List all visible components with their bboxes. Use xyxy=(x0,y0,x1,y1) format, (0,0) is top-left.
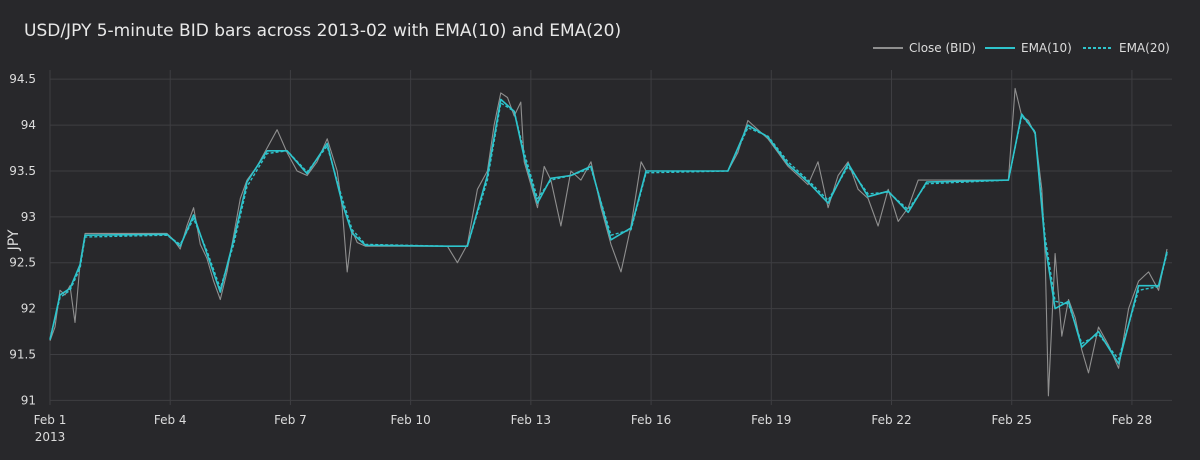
y-tick-label: 91 xyxy=(21,393,36,407)
x-axis-ticks: Feb 1 2013 Feb 4 Feb 7 Feb 10 Feb 13 Feb 16 Feb… xyxy=(34,413,1152,444)
y-axis-title: JPY xyxy=(6,229,22,251)
legend-label: Close (BID) xyxy=(909,41,976,55)
x-tick-label: Feb 1 xyxy=(34,413,67,427)
x-tick-label: Feb 4 xyxy=(154,413,187,427)
y-tick-label: 92 xyxy=(21,302,36,316)
x-tick-label: Feb 28 xyxy=(1112,413,1152,427)
y-tick-label: 93.5 xyxy=(9,164,36,178)
y-tick-label: 92.5 xyxy=(9,256,36,270)
x-tick-label: Feb 10 xyxy=(390,413,430,427)
y-axis-ticks: 91 91.5 92 92.5 93 93.5 94 94.5 xyxy=(9,72,36,407)
legend-label: EMA(10) xyxy=(1021,41,1072,55)
series-ema10-line xyxy=(49,98,1168,365)
series-ema20-line xyxy=(49,102,1168,360)
y-tick-label: 93 xyxy=(21,210,36,224)
series-close-line xyxy=(49,87,1168,397)
x-tick-label: Feb 22 xyxy=(871,413,911,427)
y-tick-label: 94 xyxy=(21,118,36,132)
x-tick-label: Feb 7 xyxy=(274,413,307,427)
legend: Close (BID) EMA(10) EMA(20) xyxy=(873,41,1170,55)
x-tick-label: Feb 13 xyxy=(511,413,551,427)
y-tick-label: 91.5 xyxy=(9,348,36,362)
y-tick-label: 94.5 xyxy=(9,72,36,86)
chart-title: USD/JPY 5-minute BID bars across 2013-02… xyxy=(24,21,621,41)
x-tick-label: Feb 16 xyxy=(631,413,671,427)
x-tick-label: Feb 19 xyxy=(751,413,791,427)
x-tick-label: Feb 25 xyxy=(992,413,1032,427)
legend-label: EMA(20) xyxy=(1119,41,1170,55)
x-tick-sublabel: 2013 xyxy=(35,430,66,444)
series-layer xyxy=(49,87,1168,397)
